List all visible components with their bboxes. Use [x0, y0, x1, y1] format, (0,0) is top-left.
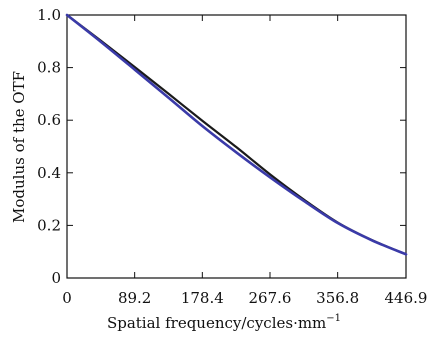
series-layer — [65, 13, 408, 256]
series-line-2 — [65, 13, 408, 256]
x-axis-label-text: Spatial frequency/cycles·mm — [107, 314, 326, 332]
x-tick-label: 356.8 — [316, 289, 359, 307]
plot-border — [66, 14, 407, 279]
x-tick-label: 89.2 — [118, 289, 151, 307]
y-axis-label: Modulus of the OTF — [10, 71, 28, 223]
series-line-1 — [65, 13, 408, 256]
x-tick-label: 446.9 — [385, 289, 428, 307]
x-tick-label: 0 — [62, 289, 72, 307]
y-tick-label: 0 — [51, 269, 61, 287]
x-axis-label-superscript: −1 — [326, 313, 341, 324]
y-tick-label: 1.0 — [37, 6, 61, 24]
axis-ticks — [66, 14, 407, 279]
y-tick-label: 0.8 — [37, 59, 61, 77]
plot-area — [66, 14, 407, 279]
x-tick-label: 178.4 — [181, 289, 224, 307]
y-tick-label: 0.4 — [37, 164, 61, 182]
x-axis-label: Spatial frequency/cycles·mm−1 — [107, 313, 341, 332]
y-tick-label: 0.6 — [37, 111, 61, 129]
y-tick-label: 0.2 — [37, 216, 61, 234]
x-tick-label: 267.6 — [249, 289, 292, 307]
tick-labels: 0 89.2 178.4 267.6 356.8 446.9 0 0.2 0.4 0.6 0.8 1.… — [37, 6, 427, 307]
